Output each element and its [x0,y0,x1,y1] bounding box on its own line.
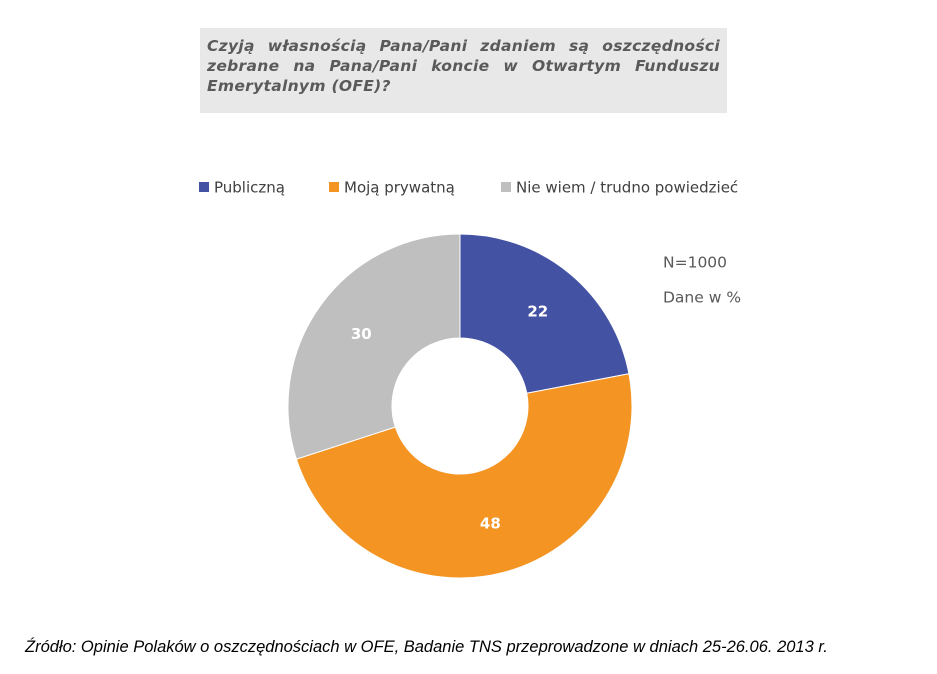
annotation: N=1000 [663,254,727,272]
annotation: Dane w % [663,289,741,307]
legend-swatch [329,182,339,192]
data-label: 48 [480,515,501,533]
legend-label: Moją prywatną [344,179,455,197]
legend-label: Publiczną [214,179,285,197]
chart-title: Czyją własnością Pana/Pani zdaniem są os… [200,28,727,113]
source-note: Źródło: Opinie Polaków o oszczędnościach… [25,638,828,656]
donut-slice [295,373,633,579]
legend-swatch [501,182,511,192]
data-label: 30 [351,325,372,343]
donut-slice [459,233,630,394]
legend-label: Nie wiem / trudno powiedzieć [516,179,738,197]
data-label: 22 [527,302,548,320]
donut-slice [287,233,461,460]
legend-swatch [199,182,209,192]
